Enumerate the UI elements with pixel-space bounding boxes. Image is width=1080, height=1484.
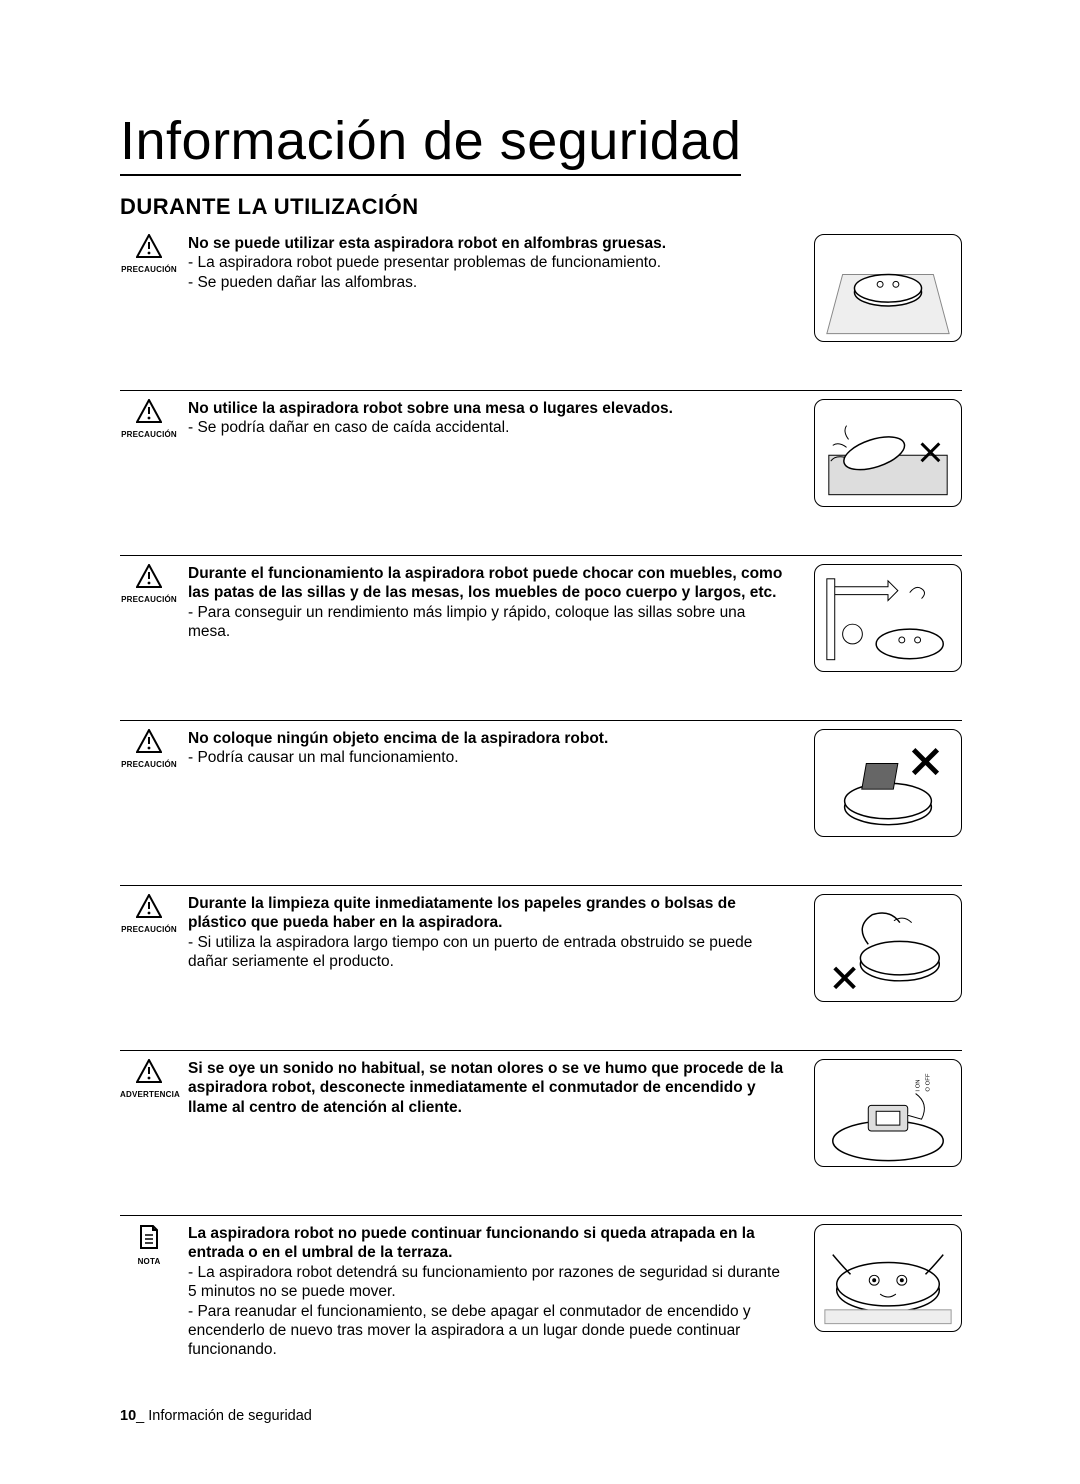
item-detail: - La aspiradora robot puede presentar pr… [188, 253, 790, 272]
illustration-column [814, 564, 962, 672]
item-detail: - Si utiliza la aspiradora largo tiempo … [188, 933, 790, 972]
safety-item: PRECAUCIÓN No se puede utilizar esta aspi… [120, 234, 962, 342]
item-detail: - Para conseguir un rendimiento más limp… [188, 603, 790, 642]
warning-triangle-icon [136, 234, 162, 258]
safety-item: NOTA La aspiradora robot no puede continu… [120, 1215, 962, 1360]
svg-text:O OFF: O OFF [925, 1073, 931, 1091]
text-column: Durante el funcionamiento la aspiradora … [188, 564, 804, 642]
text-column: Durante la limpieza quite inmediatamente… [188, 894, 804, 972]
item-detail: - Se podría dañar en caso de caída accid… [188, 418, 790, 437]
illustration [814, 399, 962, 507]
item-heading: Durante la limpieza quite inmediatamente… [188, 894, 790, 933]
illustration: I ON O OFF [814, 1059, 962, 1167]
item-detail: - La aspiradora robot detendrá su funcio… [188, 1263, 790, 1302]
warning-triangle-icon [136, 729, 162, 753]
nota-icon [138, 1224, 160, 1255]
item-heading: No coloque ningún objeto encima de la as… [188, 729, 790, 748]
illustration [814, 1224, 962, 1332]
precaucion-icon [136, 729, 162, 758]
safety-item: PRECAUCIÓN No utilice la aspiradora robot… [120, 390, 962, 507]
illustration-column [814, 894, 962, 1002]
precaucion-icon [136, 234, 162, 263]
item-heading: La aspiradora robot no puede continuar f… [188, 1224, 790, 1263]
section-heading: DURANTE LA UTILIZACIÓN [120, 194, 962, 220]
safety-item: PRECAUCIÓN No coloque ningún objeto encim… [120, 720, 962, 837]
illustration-column [814, 399, 962, 507]
warning-triangle-icon [136, 894, 162, 918]
warning-triangle-icon [136, 399, 162, 423]
item-heading: Durante el funcionamiento la aspiradora … [188, 564, 790, 603]
warning-triangle-icon [136, 1059, 162, 1083]
text-column: La aspiradora robot no puede continuar f… [188, 1224, 804, 1360]
page-title: Información de seguridad [120, 110, 741, 176]
text-column: No utilice la aspiradora robot sobre una… [188, 399, 804, 438]
icon-label: PRECAUCIÓN [120, 925, 178, 934]
icon-column: PRECAUCIÓN [120, 894, 178, 934]
icon-label: PRECAUCIÓN [120, 265, 178, 274]
illustration-column [814, 234, 962, 342]
footer-separator: _ [136, 1408, 148, 1424]
item-detail: - Podría causar un mal funcionamiento. [188, 748, 790, 767]
icon-label: PRECAUCIÓN [120, 595, 178, 604]
icon-label: PRECAUCIÓN [120, 430, 178, 439]
text-column: No coloque ningún objeto encima de la as… [188, 729, 804, 768]
icon-column: PRECAUCIÓN [120, 399, 178, 439]
warning-triangle-icon [136, 564, 162, 588]
item-heading: Si se oye un sonido no habitual, se nota… [188, 1059, 790, 1117]
safety-item: ADVERTENCIA Si se oye un sonido no habitu… [120, 1050, 962, 1167]
svg-text:I ON: I ON [916, 1079, 922, 1091]
page: Información de seguridad DURANTE LA UTIL… [0, 0, 1080, 1484]
illustration [814, 729, 962, 837]
illustration-column [814, 729, 962, 837]
footer-label: Información de seguridad [148, 1408, 312, 1424]
page-number: 10 [120, 1408, 136, 1424]
icon-column: PRECAUCIÓN [120, 729, 178, 769]
icon-column: NOTA [120, 1224, 178, 1266]
precaucion-icon [136, 894, 162, 923]
item-detail: - Se pueden dañar las alfombras. [188, 273, 790, 292]
text-column: No se puede utilizar esta aspiradora rob… [188, 234, 804, 292]
icon-label: PRECAUCIÓN [120, 760, 178, 769]
text-column: Si se oye un sonido no habitual, se nota… [188, 1059, 804, 1117]
icon-label: ADVERTENCIA [120, 1090, 178, 1099]
safety-item: PRECAUCIÓN Durante el funcionamiento la a… [120, 555, 962, 672]
advertencia-icon [136, 1059, 162, 1088]
illustration [814, 564, 962, 672]
precaucion-icon [136, 399, 162, 428]
icon-column: PRECAUCIÓN [120, 234, 178, 274]
illustration [814, 894, 962, 1002]
illustration [814, 234, 962, 342]
illustration-column [814, 1224, 962, 1332]
item-heading: No utilice la aspiradora robot sobre una… [188, 399, 790, 418]
illustration-column: I ON O OFF [814, 1059, 962, 1167]
note-page-icon [138, 1224, 160, 1250]
items-container: PRECAUCIÓN No se puede utilizar esta aspi… [120, 234, 962, 1360]
item-heading: No se puede utilizar esta aspiradora rob… [188, 234, 790, 253]
icon-column: ADVERTENCIA [120, 1059, 178, 1099]
precaucion-icon [136, 564, 162, 593]
icon-label: NOTA [120, 1257, 178, 1266]
safety-item: PRECAUCIÓN Durante la limpieza quite inme… [120, 885, 962, 1002]
item-detail: - Para reanudar el funcionamiento, se de… [188, 1302, 790, 1360]
icon-column: PRECAUCIÓN [120, 564, 178, 604]
page-footer: 10_ Información de seguridad [120, 1408, 962, 1424]
